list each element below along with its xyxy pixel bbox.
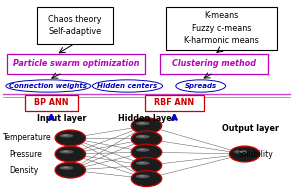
- Text: Input layer: Input layer: [37, 114, 86, 123]
- Ellipse shape: [55, 146, 86, 162]
- Ellipse shape: [139, 162, 145, 163]
- Ellipse shape: [60, 150, 73, 154]
- Ellipse shape: [55, 162, 86, 178]
- FancyBboxPatch shape: [166, 7, 277, 50]
- Ellipse shape: [136, 122, 149, 125]
- FancyBboxPatch shape: [37, 7, 113, 44]
- Text: RBF ANN: RBF ANN: [154, 98, 194, 107]
- Ellipse shape: [63, 134, 69, 136]
- Ellipse shape: [60, 166, 73, 170]
- Text: BP ANN: BP ANN: [34, 98, 69, 107]
- Text: Connection weights: Connection weights: [9, 83, 87, 89]
- Text: Solubility: Solubility: [237, 149, 273, 159]
- Ellipse shape: [131, 131, 162, 147]
- Text: Hidden layer: Hidden layer: [117, 114, 176, 123]
- Ellipse shape: [136, 135, 149, 139]
- Ellipse shape: [131, 118, 162, 134]
- Text: K-means
Fuzzy c-means
K-harmonic means: K-means Fuzzy c-means K-harmonic means: [184, 11, 259, 45]
- FancyBboxPatch shape: [25, 94, 78, 111]
- Ellipse shape: [6, 80, 91, 92]
- Ellipse shape: [139, 122, 145, 124]
- Text: Output layer: Output layer: [222, 124, 279, 133]
- Text: Particle swarm optimization: Particle swarm optimization: [13, 59, 139, 68]
- Ellipse shape: [139, 175, 145, 177]
- Ellipse shape: [229, 146, 260, 162]
- Ellipse shape: [131, 144, 162, 160]
- Ellipse shape: [131, 171, 162, 187]
- Ellipse shape: [92, 80, 163, 92]
- Text: Chaos theory
Self-adaptive: Chaos theory Self-adaptive: [48, 15, 101, 36]
- Ellipse shape: [63, 150, 69, 152]
- Text: Clustering method: Clustering method: [172, 59, 256, 68]
- Ellipse shape: [136, 161, 149, 165]
- Text: Density: Density: [9, 166, 38, 175]
- FancyBboxPatch shape: [145, 94, 204, 111]
- FancyBboxPatch shape: [7, 54, 145, 74]
- Text: Spreads: Spreads: [185, 83, 217, 89]
- Ellipse shape: [63, 167, 69, 168]
- Ellipse shape: [237, 150, 243, 152]
- Text: Hidden centers: Hidden centers: [97, 83, 158, 89]
- Ellipse shape: [139, 135, 145, 137]
- Ellipse shape: [139, 149, 145, 150]
- Ellipse shape: [176, 80, 226, 92]
- Ellipse shape: [234, 150, 248, 154]
- Ellipse shape: [131, 157, 162, 173]
- FancyBboxPatch shape: [160, 54, 268, 74]
- Text: Temperature: Temperature: [3, 133, 52, 143]
- Ellipse shape: [136, 175, 149, 178]
- Ellipse shape: [60, 134, 73, 138]
- Ellipse shape: [55, 130, 86, 146]
- Text: Pressure: Pressure: [9, 149, 42, 159]
- Ellipse shape: [136, 148, 149, 152]
